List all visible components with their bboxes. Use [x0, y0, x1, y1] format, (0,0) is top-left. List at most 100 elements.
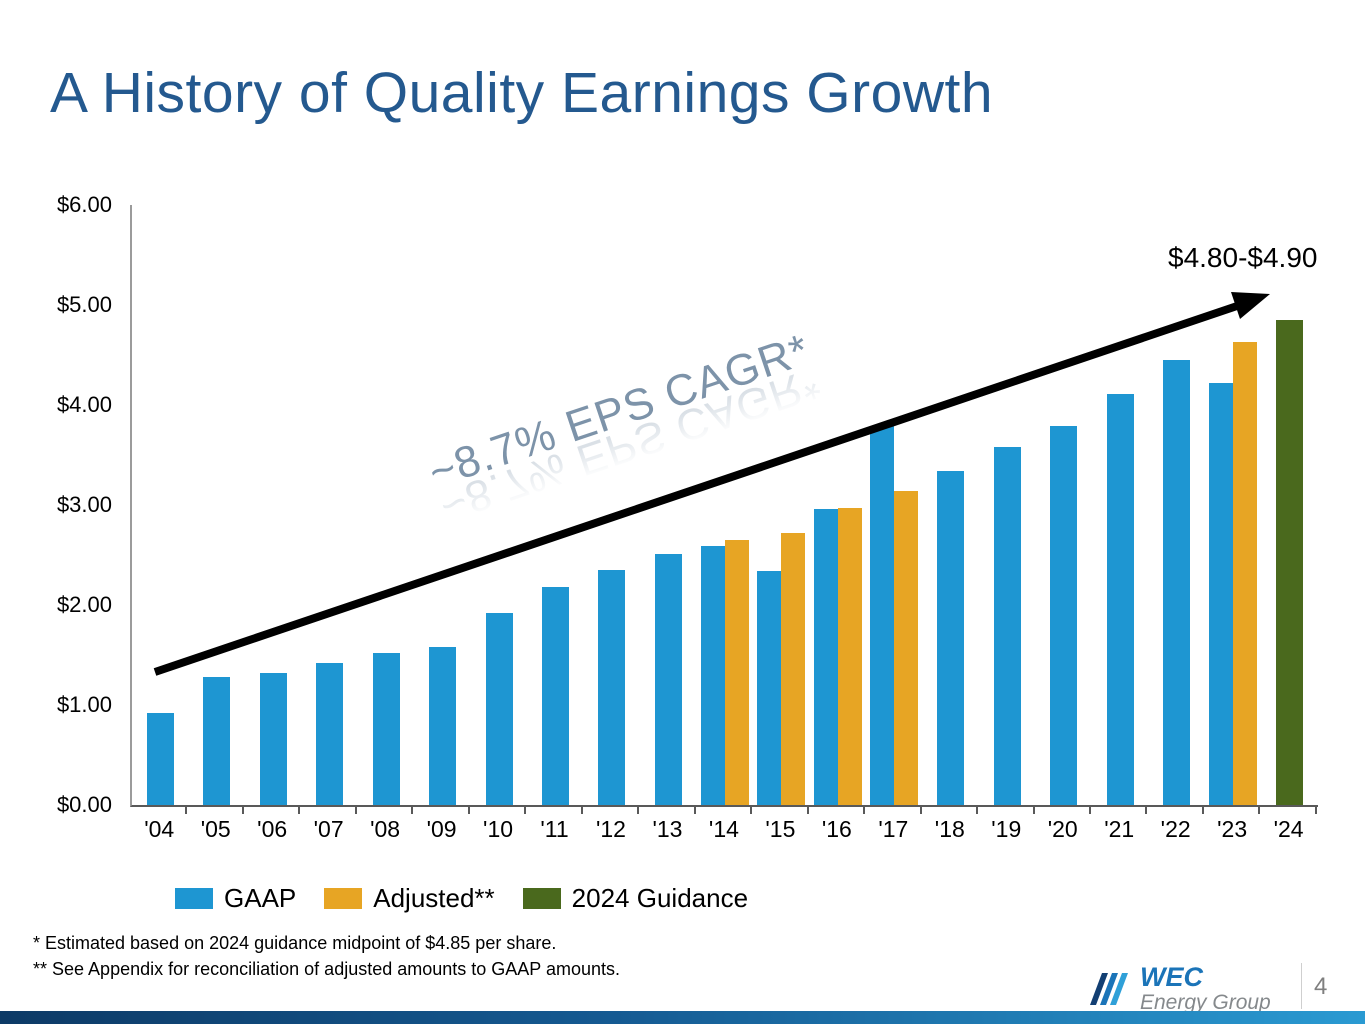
footnote-1: * Estimated based on 2024 guidance midpo… — [33, 933, 557, 953]
bar-group-10 — [471, 613, 527, 805]
bar-gaap-11 — [542, 587, 570, 805]
x-tick-label-10: '10 — [483, 816, 514, 842]
legend-item-adjusted: Adjusted** — [324, 883, 495, 914]
bar-group-23 — [1205, 342, 1261, 805]
legend-swatch-guidance — [522, 888, 561, 909]
legend-item-gaap: GAAP — [175, 883, 296, 914]
x-tick-label-21: '21 — [1104, 816, 1135, 842]
x-tick-label-19: '19 — [991, 816, 1022, 842]
bar-group-08 — [358, 653, 414, 805]
x-tick-label-24: '24 — [1273, 816, 1304, 842]
bar-group-07 — [301, 663, 357, 805]
bar-gaap-04 — [146, 713, 174, 805]
wec-logo-icon — [1090, 972, 1128, 1005]
bar-group-24 — [1261, 320, 1317, 805]
bar-gaap-17 — [870, 426, 895, 805]
wec-logo-line1: WEC — [1140, 962, 1203, 992]
bar-gaap-12 — [598, 570, 626, 805]
x-tick — [1260, 807, 1317, 814]
x-tick — [1204, 807, 1261, 814]
bar-guidance-24 — [1276, 320, 1304, 805]
bars-container — [132, 205, 1318, 805]
x-tick — [300, 807, 357, 814]
x-tick — [752, 807, 809, 814]
plot-area — [130, 205, 1318, 807]
x-tick — [131, 807, 188, 814]
slide-title: A History of Quality Earnings Growth — [50, 61, 994, 125]
bar-gaap-13 — [654, 554, 682, 805]
legend-swatch-gaap — [175, 888, 213, 909]
wec-logo-text: WEC Energy Group — [1140, 962, 1271, 1014]
x-tick — [470, 807, 527, 814]
x-tick — [696, 807, 753, 814]
legend-label-gaap: GAAP — [224, 883, 297, 913]
x-tick-label-04: '04 — [144, 816, 175, 842]
legend-swatch-adjusted — [324, 888, 363, 909]
x-tick — [978, 807, 1035, 814]
legend-item-guidance: 2024 Guidance — [522, 883, 749, 914]
x-tick-label-11: '11 — [540, 816, 569, 842]
bar-group-06 — [245, 673, 301, 805]
x-tick — [922, 807, 979, 814]
x-tick-label-09: '09 — [426, 816, 457, 842]
y-tick-label: $4.00 — [56, 392, 112, 417]
x-tick-label-06: '06 — [257, 816, 288, 842]
x-tick — [1091, 807, 1148, 814]
bar-group-05 — [188, 677, 244, 805]
x-axis-ticks — [131, 807, 1317, 814]
bar-group-19 — [979, 447, 1035, 805]
x-tick — [244, 807, 301, 814]
bar-group-13 — [640, 554, 696, 805]
bar-gaap-10 — [485, 613, 513, 805]
bar-group-11 — [527, 587, 583, 805]
bar-group-18 — [923, 471, 979, 805]
x-tick — [639, 807, 696, 814]
bar-group-21 — [1092, 394, 1148, 805]
legend-label-guidance: 2024 Guidance — [571, 883, 749, 913]
bar-gaap-07 — [316, 663, 344, 805]
bar-gaap-20 — [1050, 426, 1078, 805]
guidance-range-label: $4.80-$4.90 — [1168, 242, 1318, 273]
bar-gaap-19 — [993, 447, 1021, 805]
bar-adjusted-17 — [894, 491, 919, 805]
x-tick — [1035, 807, 1091, 814]
bar-group-09 — [414, 647, 470, 805]
x-tick — [413, 807, 470, 814]
x-tick-label-17: '17 — [878, 816, 909, 842]
wec-logo-line2: Energy Group — [1140, 991, 1271, 1014]
y-axis: $0.00 $1.00 $2.00 $3.00 $4.00 $5.00 $6.00 — [0, 192, 118, 817]
bar-gaap-18 — [937, 471, 965, 805]
x-tick-label-18: '18 — [934, 816, 965, 842]
x-tick-label-12: '12 — [595, 816, 626, 842]
legend-label-adjusted: Adjusted** — [373, 883, 495, 913]
x-tick — [526, 807, 583, 814]
x-tick-label-08: '08 — [370, 816, 401, 842]
bar-adjusted-23 — [1233, 342, 1258, 805]
x-tick — [865, 807, 922, 814]
bar-group-15 — [753, 533, 809, 805]
bar-group-12 — [584, 570, 640, 805]
x-tick-label-05: '05 — [200, 816, 231, 842]
bar-gaap-23 — [1209, 383, 1234, 805]
y-tick-label: $6.00 — [56, 192, 112, 217]
x-tick-label-14: '14 — [708, 816, 739, 842]
bar-group-17 — [866, 426, 922, 805]
x-tick — [809, 807, 866, 814]
legend: GAAP Adjusted** 2024 Guidance — [175, 883, 748, 914]
bar-group-20 — [1036, 426, 1092, 805]
bar-gaap-22 — [1163, 360, 1191, 805]
x-tick-label-16: '16 — [821, 816, 852, 842]
bar-adjusted-14 — [724, 540, 749, 805]
x-axis-labels: '04 '05 '06 '07 '08 '09 '10 '11 '12 '13 '14 '15 '16 '… — [131, 816, 1317, 843]
y-tick-label: $3.00 — [56, 492, 112, 517]
bar-group-14 — [697, 540, 753, 805]
bar-gaap-15 — [757, 571, 782, 805]
x-tick-label-07: '07 — [313, 816, 344, 842]
x-tick-label-15: '15 — [765, 816, 796, 842]
bar-group-22 — [1148, 360, 1204, 805]
y-tick-label: $5.00 — [56, 292, 112, 317]
bar-gaap-09 — [429, 647, 457, 805]
x-tick-label-20: '20 — [1047, 816, 1078, 842]
bar-gaap-16 — [813, 509, 838, 805]
